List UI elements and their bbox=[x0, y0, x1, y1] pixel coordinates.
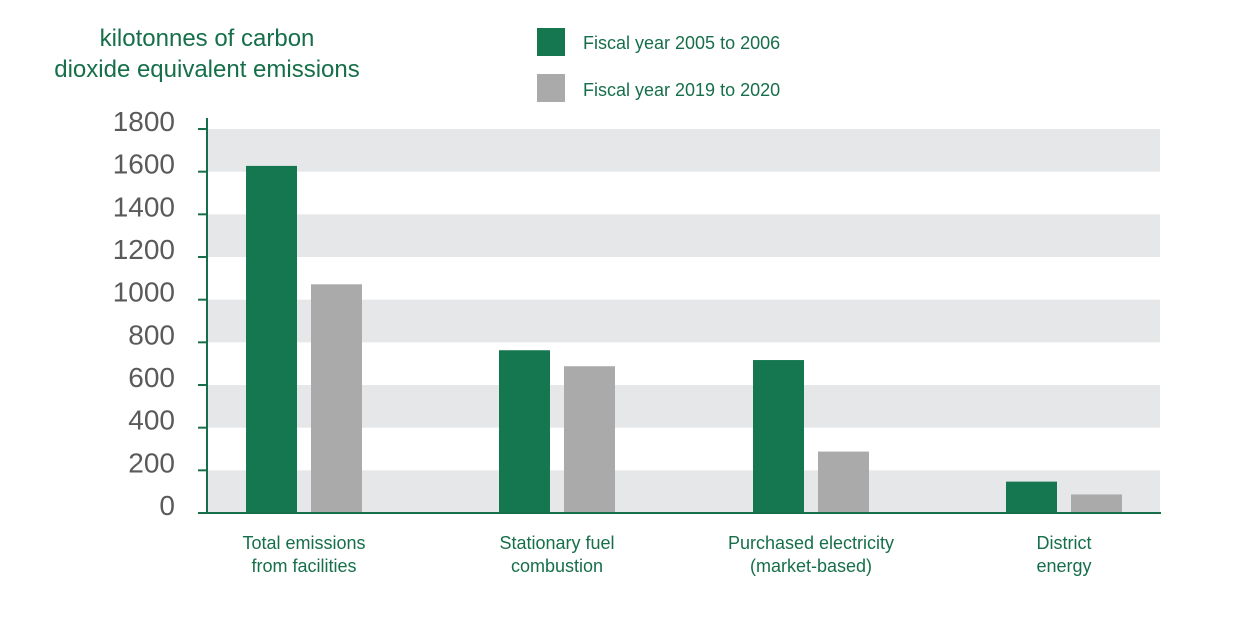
category-label: (market-based) bbox=[750, 556, 872, 576]
category-label: Stationary fuel bbox=[499, 533, 614, 553]
legend-swatch-2019-2020 bbox=[537, 74, 565, 102]
category-label: from facilities bbox=[251, 556, 356, 576]
y-tick-label: 1800 bbox=[113, 106, 175, 137]
y-axis-title-line-1: kilotonnes of carbon bbox=[100, 25, 315, 52]
legend-label-2019-2020: Fiscal year 2019 to 2020 bbox=[583, 80, 780, 100]
bars bbox=[246, 165, 1122, 513]
y-tick-label: 1000 bbox=[113, 277, 175, 308]
y-tick-label: 800 bbox=[128, 319, 175, 350]
bar-2019-2020 bbox=[818, 451, 869, 513]
y-tick-label: 1600 bbox=[113, 149, 175, 180]
axes bbox=[206, 118, 1161, 514]
category-label: District bbox=[1037, 533, 1092, 553]
y-tick-label: 1200 bbox=[113, 234, 175, 265]
category-label: combustion bbox=[511, 556, 603, 576]
bar-2005-2006 bbox=[499, 350, 550, 513]
y-tick-label: 1400 bbox=[113, 191, 175, 222]
category-label: Purchased electricity bbox=[728, 533, 894, 553]
grid-band bbox=[207, 385, 1160, 428]
y-tick-labels: 0 200 400 600 800 1000 1200 1400 1600 1800 bbox=[113, 106, 207, 521]
grid-band bbox=[207, 470, 1160, 513]
category-label: Total emissions bbox=[242, 533, 365, 553]
y-tick-label: 200 bbox=[128, 447, 175, 478]
y-tick-label: 600 bbox=[128, 362, 175, 393]
bar-2019-2020 bbox=[564, 366, 615, 513]
y-axis-title-line-2: dioxide equivalent emissions bbox=[54, 56, 360, 83]
grid-band bbox=[207, 129, 1160, 172]
bar-2019-2020 bbox=[1071, 494, 1122, 513]
bar-2005-2006 bbox=[753, 360, 804, 513]
grid-band bbox=[207, 214, 1160, 257]
bar-2005-2006 bbox=[1006, 481, 1057, 513]
category-labels: Total emissions from facilities Stationary… bbox=[242, 533, 1091, 576]
category-label: energy bbox=[1036, 556, 1091, 576]
grid-band bbox=[207, 299, 1160, 343]
legend-swatch-2005-2006 bbox=[537, 28, 565, 56]
bar-2005-2006 bbox=[246, 165, 297, 513]
y-tick-label: 400 bbox=[128, 405, 175, 436]
y-tick-label: 0 bbox=[159, 490, 175, 521]
legend: Fiscal year 2005 to 2006 Fiscal year 201… bbox=[537, 28, 780, 102]
grid-bands bbox=[207, 129, 1160, 513]
bar-2019-2020 bbox=[311, 284, 362, 513]
legend-label-2005-2006: Fiscal year 2005 to 2006 bbox=[583, 33, 780, 53]
